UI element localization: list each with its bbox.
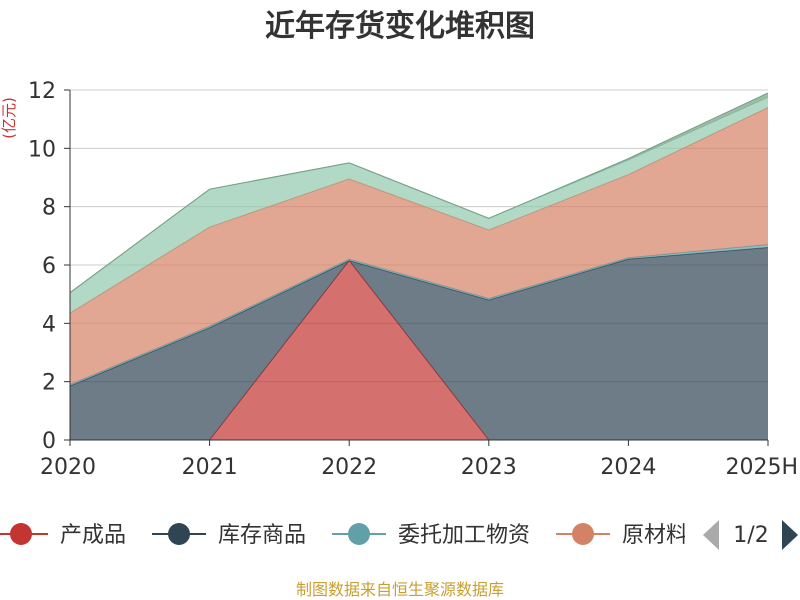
y-tick-label: 10 [28, 137, 56, 162]
y-tick-label: 8 [42, 196, 56, 221]
y-tick-label: 4 [42, 312, 56, 337]
y-tick-label: 2 [42, 371, 56, 396]
y-tick-label: 12 [28, 79, 56, 104]
legend-next-page-icon[interactable] [782, 520, 798, 550]
x-tick-label: 2025H [725, 455, 798, 480]
y-tick-label: 6 [42, 254, 56, 279]
chart-title: 近年存货变化堆积图 [265, 9, 535, 44]
legend-marker [168, 523, 190, 545]
area-series-4 [70, 97, 768, 314]
x-tick-label: 2022 [321, 455, 377, 480]
legend-label: 库存商品 [218, 523, 306, 548]
x-tick-label: 2020 [40, 455, 96, 480]
legend-prev-page-icon[interactable] [703, 520, 719, 550]
legend-marker [348, 523, 370, 545]
legend-items: 产成品 库存商品 委托加工物资 原材料 [0, 523, 688, 548]
legend-label: 原材料 [622, 523, 688, 548]
area-series-3 [70, 107, 768, 385]
line-series-5 [69, 92, 769, 294]
y-tick-label: 0 [42, 429, 56, 454]
legend-item: 库存商品 [152, 523, 306, 548]
legend-label: 产成品 [60, 523, 126, 548]
x-tick-label: 2024 [600, 455, 656, 480]
area-series-1 [70, 247, 768, 440]
legend-marker [572, 523, 594, 545]
legend-marker [10, 523, 32, 545]
legend-item: 委托加工物资 [332, 523, 530, 548]
y-axis-unit-label: (亿元) [0, 97, 18, 139]
legend: 产成品 库存商品 委托加工物资 原材料 1/2 [0, 520, 798, 550]
legend-item: 产成品 [0, 523, 126, 548]
plot-areas [69, 92, 769, 441]
legend-item: 原材料 [556, 523, 688, 548]
legend-page-indicator: 1/2 [733, 523, 768, 548]
source-note: 制图数据来自恒生聚源数据库 [296, 580, 504, 599]
x-tick-label: 2023 [461, 455, 517, 480]
axes: 0 2 4 6 8 10 12 2020 2021 2022 2023 2024 2025H [28, 79, 798, 480]
legend-label: 委托加工物资 [398, 523, 530, 548]
x-tick-label: 2021 [182, 455, 238, 480]
